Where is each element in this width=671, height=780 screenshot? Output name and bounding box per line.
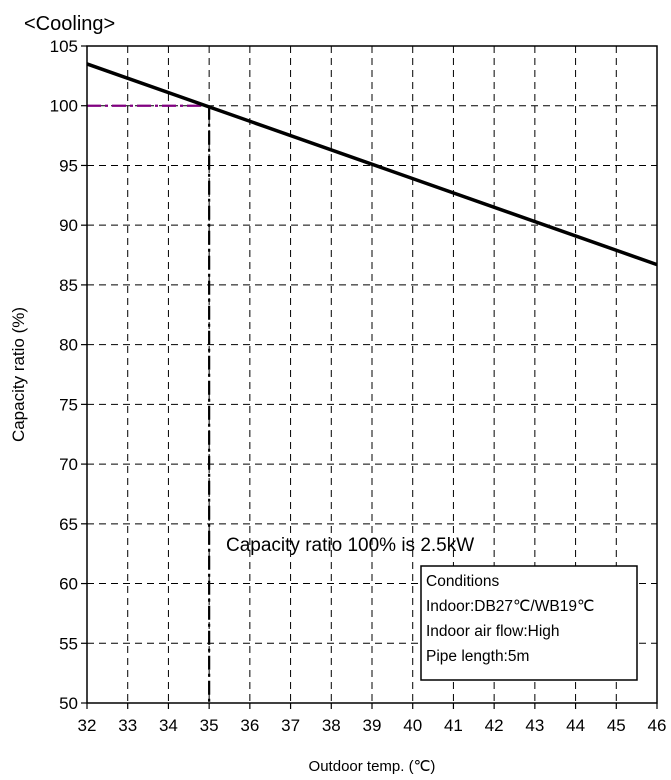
x-tick-label-14: 46 bbox=[648, 716, 667, 735]
x-axis-label: Outdoor temp. (℃) bbox=[309, 758, 436, 775]
series-line-0 bbox=[86, 62, 658, 267]
y-tick-label-4: 70 bbox=[59, 455, 78, 474]
conditions-box-border bbox=[420, 565, 638, 681]
y-tick-label-0: 50 bbox=[59, 694, 78, 713]
x-tick-label-11: 43 bbox=[525, 716, 544, 735]
x-tick-label-5: 37 bbox=[281, 716, 300, 735]
conditions-indoor: Indoor:DB27℃/WB19℃ bbox=[426, 598, 594, 615]
x-tick-label-4: 36 bbox=[240, 716, 259, 735]
y-tick-label-8: 90 bbox=[59, 216, 78, 235]
x-tick-label-3: 35 bbox=[200, 716, 219, 735]
capacity-annotation: Capacity ratio 100% is 2.5kW bbox=[226, 535, 474, 556]
y-tick-label-11: 105 bbox=[50, 37, 78, 56]
x-tick-label-12: 44 bbox=[566, 716, 585, 735]
y-tick-label-9: 95 bbox=[59, 156, 78, 175]
y-tick-label-6: 80 bbox=[59, 336, 78, 355]
reference-lines bbox=[87, 104, 211, 703]
x-tick-label-9: 41 bbox=[444, 716, 463, 735]
x-tick-label-13: 45 bbox=[607, 716, 626, 735]
y-tick-label-2: 60 bbox=[59, 575, 78, 594]
y-tick-label-7: 85 bbox=[59, 276, 78, 295]
conditions-pipe-length: Pipe length:5m bbox=[426, 648, 529, 665]
y-tick-label-3: 65 bbox=[59, 515, 78, 534]
x-tick-labels: 32 33 34 35 36 37 38 39 40 41 42 43 44 45 46 bbox=[78, 703, 667, 735]
x-tick-label-1: 33 bbox=[118, 716, 137, 735]
conditions-title: Conditions bbox=[426, 573, 499, 590]
y-axis-label: Capacity ratio (%) bbox=[9, 307, 28, 442]
y-tick-label-1: 55 bbox=[59, 634, 78, 653]
series-layer bbox=[86, 62, 658, 267]
x-tick-label-0: 32 bbox=[78, 716, 97, 735]
x-tick-label-8: 40 bbox=[403, 716, 422, 735]
x-tick-label-6: 38 bbox=[322, 716, 341, 735]
x-tick-label-10: 42 bbox=[485, 716, 504, 735]
x-tick-label-7: 39 bbox=[363, 716, 382, 735]
y-tick-labels: 50 55 60 65 70 75 80 85 90 95 100 105 bbox=[50, 37, 87, 713]
y-tick-label-5: 75 bbox=[59, 395, 78, 414]
x-tick-label-2: 34 bbox=[159, 716, 178, 735]
y-tick-label-10: 100 bbox=[50, 97, 78, 116]
chart-title: <Cooling> bbox=[24, 13, 115, 35]
conditions-air-flow: Indoor air flow:High bbox=[426, 623, 560, 640]
conditions-box: Conditions Indoor:DB27℃/WB19℃ Indoor air… bbox=[420, 565, 638, 681]
